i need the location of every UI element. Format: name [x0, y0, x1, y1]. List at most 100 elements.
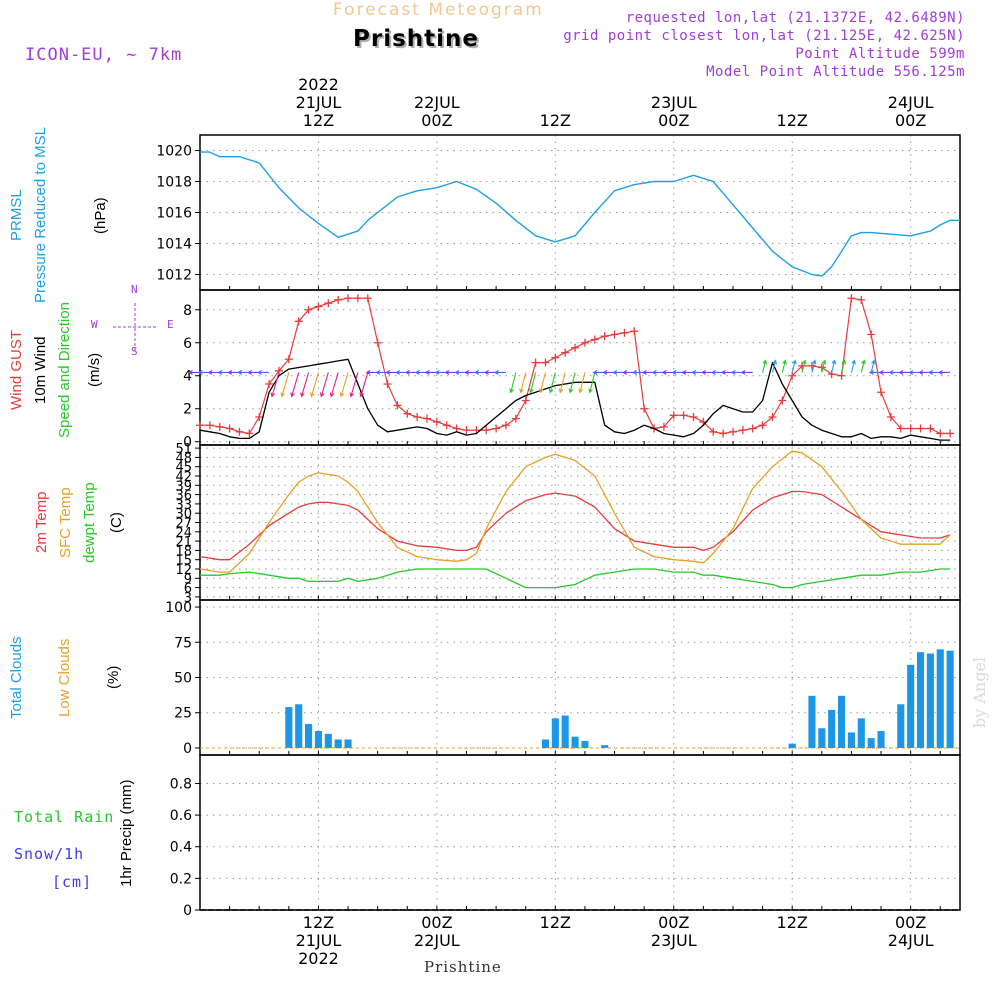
top-time-label: 12Z	[776, 111, 808, 130]
temperature-ytick-label: 9	[184, 572, 192, 587]
gust-marker	[432, 417, 441, 426]
wind-direction-arrow	[937, 370, 951, 375]
cloud-bar	[788, 743, 796, 748]
cloud-bar	[857, 718, 865, 748]
wind-ytick-label: 2	[183, 402, 192, 418]
gust-marker	[630, 327, 639, 336]
cloud-bar	[867, 738, 875, 748]
pressure-ytick-label: 1012	[156, 268, 192, 284]
wind-direction-arrow	[762, 359, 768, 373]
gust-marker	[640, 404, 649, 413]
cloud-bar	[314, 731, 322, 748]
gust-marker	[235, 427, 244, 436]
cloud-bar	[285, 707, 293, 748]
gust-marker	[768, 412, 777, 421]
wind-direction-arrow	[300, 372, 310, 398]
gust-marker	[255, 412, 264, 421]
chart-title: Prishtine	[353, 26, 479, 52]
precip-panel: 0 0.2 0.4 0.6 0.8	[170, 754, 961, 919]
gust-marker	[521, 396, 530, 405]
gust-marker	[659, 422, 668, 431]
wind-direction-arrow	[339, 372, 349, 398]
clouds-ytick-label: 0	[183, 741, 192, 757]
precip-frame	[199, 754, 961, 911]
clouds-ytick-label: 50	[174, 671, 192, 687]
wind-direction-arrow	[529, 372, 537, 394]
compass-cross	[113, 303, 157, 351]
pressure-line	[200, 151, 960, 277]
cloud-bar	[907, 664, 915, 748]
snow-legend-label: Snow/1h	[14, 845, 85, 863]
top-time-label: 23JUL	[650, 93, 697, 112]
dewpoint-line	[200, 568, 951, 589]
gust-marker	[571, 343, 580, 352]
wind-direction-arrow	[588, 372, 596, 394]
temperature-ytick-label: 39	[175, 479, 192, 494]
cloud-bar	[541, 739, 550, 748]
cloud-bar	[344, 739, 352, 748]
cloud-bar	[305, 724, 313, 748]
wind-direction-arrow	[831, 359, 837, 373]
temperature-ytick-label: 36	[175, 489, 192, 504]
wind-direction-arrow	[359, 372, 369, 398]
top-time-label: 21JUL	[295, 93, 342, 112]
compass-e: E	[167, 318, 175, 331]
cloud-bar	[581, 740, 589, 748]
clouds-ytick-label: 100	[165, 600, 192, 616]
gust-marker	[926, 424, 935, 433]
wind-frame	[199, 289, 961, 446]
wind-direction-arrow	[558, 372, 566, 394]
precip-ytick-label: 0.6	[170, 808, 192, 824]
top-time-label: 12Z	[539, 111, 571, 130]
wind-direction-arrow	[841, 359, 847, 373]
temperature-ytick-label: 42	[175, 470, 192, 485]
wind-direction-arrow	[860, 359, 866, 373]
clouds-frame	[199, 599, 961, 756]
model-label: ICON-EU, ~ 7km	[25, 45, 183, 65]
gust-marker	[906, 424, 915, 433]
pressure-panel: 1012 1014 1016 1018 1020	[156, 134, 961, 291]
gust-marker	[205, 421, 214, 430]
gust-marker	[373, 338, 382, 347]
compass-arrows	[113, 303, 157, 351]
precip-ytick-label: 0	[183, 903, 192, 919]
cloud-bar	[828, 709, 836, 748]
gust-marker	[758, 421, 767, 430]
cloud-bar	[847, 732, 855, 748]
gust-marker	[511, 414, 520, 423]
bottom-time-label: 22JUL	[414, 931, 460, 950]
wind-ytick-label: 8	[183, 303, 192, 319]
gust-marker	[314, 302, 323, 311]
gust-marker	[837, 371, 846, 380]
cloud-bar	[571, 736, 579, 748]
gust-marker	[610, 330, 619, 339]
cloud-bar	[818, 728, 826, 748]
temperature-ytick-label: 24	[175, 526, 192, 541]
pressure-ytick-label: 1020	[156, 144, 192, 160]
wind-ytick-label: 4	[183, 369, 192, 385]
gust-marker	[916, 424, 925, 433]
gust-marker	[877, 388, 886, 397]
temperature-ytick-label: 6	[184, 582, 192, 597]
snow-unit-label: [cm]	[52, 873, 93, 891]
wind-direction-arrow	[290, 372, 300, 398]
gust-marker	[936, 429, 945, 438]
top-time-label: 00Z	[421, 111, 453, 130]
gust-marker	[738, 426, 747, 435]
compass-w: W	[91, 318, 99, 331]
rain-legend-label: Total Rain	[14, 808, 115, 826]
gust-marker	[620, 328, 629, 337]
wind-direction-arrow	[850, 359, 856, 373]
compass-s: S	[131, 345, 139, 358]
gust-marker	[669, 411, 678, 420]
gust-marker	[580, 338, 589, 347]
gust-marker	[798, 361, 807, 370]
cloud-bar	[295, 704, 303, 748]
model-altitude: Model Point Altitude 556.125m	[706, 64, 965, 80]
gust-marker	[284, 355, 293, 364]
wind-direction-arrow	[509, 372, 517, 394]
gust-marker	[689, 412, 698, 421]
pressure-ytick-label: 1016	[156, 206, 192, 222]
wind-direction-arrow	[801, 359, 807, 373]
